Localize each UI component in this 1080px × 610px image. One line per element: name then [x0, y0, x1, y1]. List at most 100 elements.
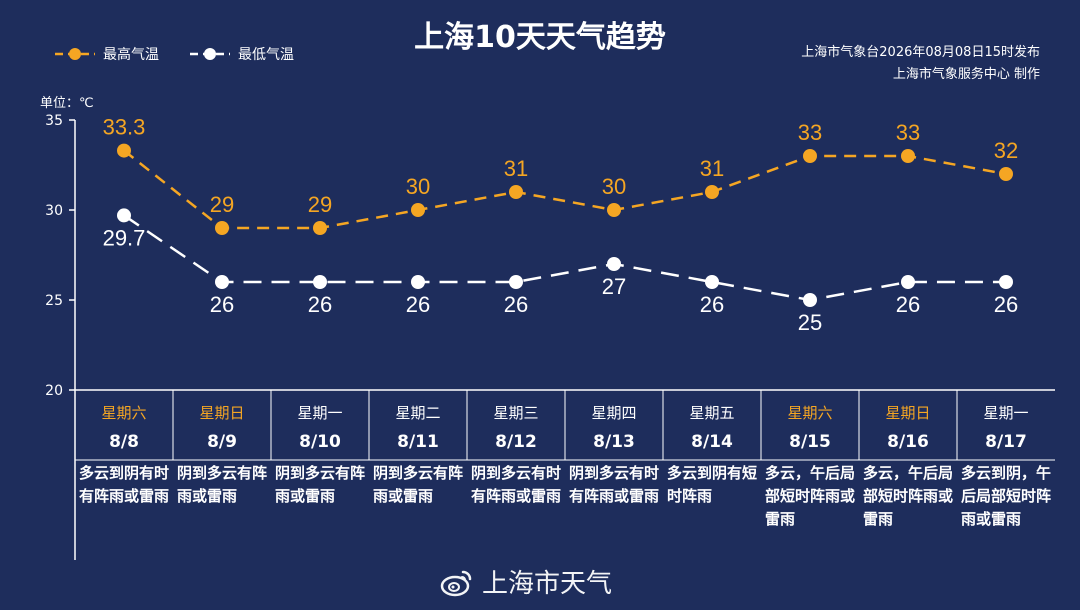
low-temp-label: 26 [896, 292, 920, 317]
high-temp-point [509, 185, 523, 199]
high-temp-point [901, 149, 915, 163]
date-label: 8/15 [789, 432, 831, 452]
high-temp-point [411, 203, 425, 217]
day-column: 星期四 8/13 [565, 392, 663, 452]
y-tick-label: 30 [45, 203, 63, 219]
weekday-label: 星期二 [395, 404, 441, 422]
day-column: 星期三 8/12 [467, 392, 565, 452]
source-note: 上海市气象台2026年08月08日15时发布 上海市气象服务中心 制作 [801, 42, 1040, 86]
high-temp-point [117, 143, 131, 158]
day-column: 星期五 8/14 [663, 392, 761, 452]
legend-high: 最高气温 [55, 44, 159, 64]
weekday-label: 星期日 [885, 404, 931, 422]
low-temp-label: 26 [210, 292, 234, 317]
low-temp-point [117, 208, 131, 223]
weather-description: 阴到多云有阵雨或雷雨 [373, 464, 464, 505]
date-label: 8/10 [299, 432, 341, 452]
date-label: 8/8 [109, 432, 139, 452]
weather-description: 多云到阴，午后局部短时阵雨或雷雨 [961, 464, 1052, 528]
high-temp-label: 33 [896, 120, 920, 145]
low-temp-point [411, 275, 425, 289]
high-temp-point [215, 221, 229, 235]
low-temp-point [999, 275, 1013, 289]
low-temp-label: 26 [700, 292, 724, 317]
day-column: 星期一 8/10 [271, 392, 369, 452]
legend-high-label: 最高气温 [103, 47, 159, 63]
high-temp-label: 30 [602, 174, 626, 199]
low-temp-label: 26 [504, 292, 528, 317]
high-temp-point [803, 149, 817, 163]
weather-description: 多云，午后局部短时阵雨或雷雨 [863, 464, 954, 528]
day-column: 星期六 8/15 [761, 392, 859, 452]
low-temp-label: 26 [308, 292, 332, 317]
weekday-label: 星期六 [101, 404, 147, 422]
weekday-label: 星期一 [983, 404, 1029, 422]
page-title: 上海10天天气趋势 [414, 20, 666, 55]
high-temp-label: 32 [994, 138, 1018, 163]
y-tick-label: 25 [45, 293, 63, 309]
low-temp-point [313, 275, 327, 289]
high-temp-label: 29 [210, 192, 234, 217]
weather-description: 阴到多云有阵雨或雷雨 [177, 464, 268, 505]
legend-low-label: 最低气温 [238, 47, 294, 63]
high-temp-label: 33 [798, 120, 822, 145]
weibo-logo-icon [440, 570, 472, 596]
weekday-label: 星期五 [689, 404, 735, 422]
date-label: 8/17 [985, 432, 1027, 452]
weekday-label: 星期一 [297, 404, 343, 422]
low-temp-point [607, 257, 621, 271]
day-column: 星期二 8/11 [369, 392, 467, 452]
date-label: 8/9 [207, 432, 237, 452]
day-column: 星期一 8/17 [957, 392, 1055, 452]
watermark-text: 上海市天气 [482, 569, 613, 599]
low-temp-line [123, 214, 1006, 302]
high-temp-point [999, 167, 1013, 181]
weather-description: 阴到多云有阵雨或雷雨 [275, 464, 366, 505]
low-temp-point [215, 275, 229, 289]
high-temp-label: 29 [308, 192, 332, 217]
y-tick-label: 35 [45, 113, 63, 129]
legend-high-marker-icon [55, 48, 95, 60]
y-tick-label: 20 [45, 383, 63, 399]
source-line-2: 上海市气象服务中心 制作 [892, 67, 1040, 82]
date-label: 8/13 [593, 432, 635, 452]
watermark: 上海市天气 [440, 563, 612, 600]
date-label: 8/12 [495, 432, 537, 452]
date-label: 8/16 [887, 432, 929, 452]
high-temp-line [123, 149, 1007, 230]
high-temp-label: 30 [406, 174, 430, 199]
high-temp-point [705, 185, 719, 199]
low-temp-point [803, 293, 817, 307]
weekday-label: 星期日 [199, 404, 245, 422]
high-temp-point [313, 221, 327, 235]
date-label: 8/11 [397, 432, 439, 452]
weekday-label: 星期六 [787, 404, 833, 422]
weekday-label: 星期四 [591, 404, 637, 422]
low-temp-point [705, 275, 719, 289]
low-temp-label: 27 [602, 274, 626, 299]
high-temp-point [607, 203, 621, 217]
low-temp-point [901, 275, 915, 289]
day-column: 星期日 8/16 [859, 392, 957, 452]
weather-description: 阴到多云有时有阵雨或雷雨 [569, 464, 660, 505]
high-temp-label: 33.3 [103, 115, 146, 140]
unit-label: 单位：℃ [40, 96, 94, 111]
high-temp-label: 31 [504, 156, 528, 181]
weekday-label: 星期三 [493, 404, 539, 422]
low-temp-label: 29.7 [103, 225, 146, 250]
low-temp-label: 26 [994, 292, 1018, 317]
weather-description: 多云，午后局部短时阵雨或雷雨 [765, 464, 856, 528]
low-temp-label: 26 [406, 292, 430, 317]
low-temp-label: 25 [798, 310, 822, 335]
legend-low: 最低气温 [190, 44, 294, 64]
day-column: 星期六 8/8 [75, 392, 173, 452]
date-label: 8/14 [691, 432, 733, 452]
legend-low-marker-icon [190, 48, 230, 60]
low-temp-point [509, 275, 523, 289]
weather-description: 多云到阴有时有阵雨或雷雨 [79, 464, 170, 505]
weather-description: 阴到多云有时有阵雨或雷雨 [471, 464, 562, 505]
day-column: 星期日 8/9 [173, 392, 271, 452]
high-temp-label: 31 [700, 156, 724, 181]
